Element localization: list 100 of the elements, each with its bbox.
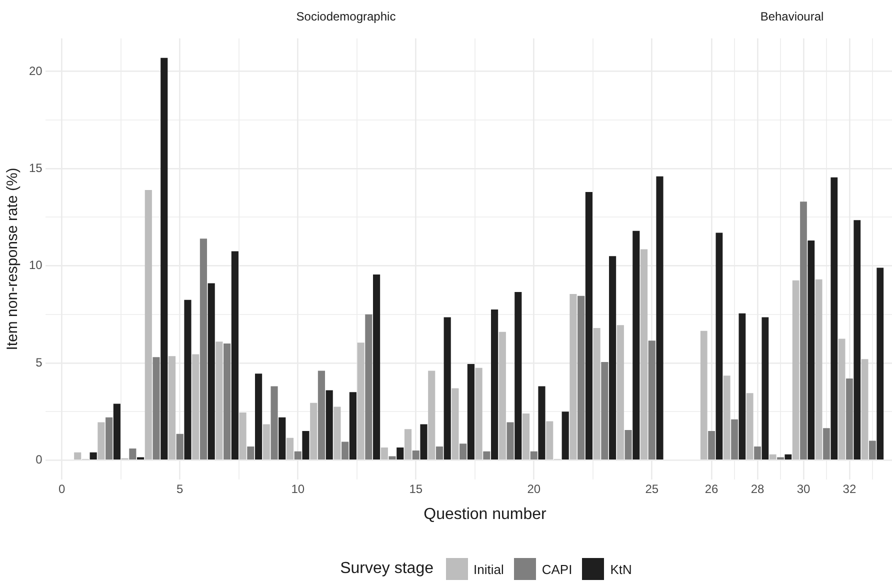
bar	[640, 249, 648, 460]
chart-title: Sociodemographic	[296, 10, 396, 24]
bar	[231, 251, 238, 460]
bar	[815, 279, 822, 460]
bar	[144, 190, 152, 460]
bar	[294, 451, 302, 460]
bar	[428, 370, 436, 460]
bar	[624, 430, 632, 460]
bar	[846, 378, 853, 460]
bar	[106, 417, 113, 460]
bar	[530, 451, 538, 460]
bar	[278, 417, 286, 460]
bar	[302, 431, 310, 460]
x-tick-label: 5	[176, 482, 184, 496]
bar	[168, 356, 176, 460]
bar	[380, 448, 388, 460]
x-tick-label: 0	[58, 482, 66, 496]
bar	[708, 431, 715, 460]
x-tick-label: 25	[645, 482, 659, 496]
bar	[656, 176, 664, 460]
y-tick-label: 0	[36, 452, 43, 466]
y-tick-label: 15	[28, 160, 43, 175]
bar	[318, 370, 326, 460]
bar	[522, 414, 530, 460]
bar	[388, 456, 396, 460]
bar	[90, 452, 97, 460]
bar	[570, 294, 577, 460]
bar	[861, 359, 868, 460]
bar	[239, 412, 246, 460]
bar	[700, 330, 708, 460]
bar	[475, 368, 482, 460]
x-tick-label: 28	[750, 482, 765, 496]
x-tick-label: 15	[409, 482, 423, 496]
bar	[578, 296, 585, 460]
bar	[349, 392, 356, 460]
x-tick-label: 26	[704, 482, 719, 496]
legend-label: CAPI	[542, 562, 572, 576]
bar	[420, 424, 428, 460]
bar	[632, 230, 640, 460]
bar	[723, 376, 730, 460]
bar	[762, 317, 769, 460]
bar	[514, 292, 522, 460]
bar	[404, 429, 412, 460]
bar	[792, 280, 800, 460]
bar	[184, 300, 192, 460]
bar	[769, 454, 776, 460]
bar	[800, 202, 807, 460]
bar	[869, 440, 876, 460]
bar	[593, 328, 600, 460]
legend-title: Survey stage	[340, 560, 434, 578]
bar	[716, 232, 723, 460]
bar	[160, 58, 168, 460]
bar	[208, 283, 215, 460]
bar	[334, 406, 341, 460]
legend-label: KtN	[610, 562, 632, 576]
bar	[467, 364, 474, 460]
bar	[192, 354, 200, 460]
bar	[784, 454, 792, 460]
bar	[746, 393, 754, 460]
bar	[412, 450, 420, 460]
y-tick-label: 5	[36, 355, 43, 370]
bar	[326, 390, 333, 460]
y-axis-title: Item non-response rate (%)	[4, 168, 22, 350]
bar	[224, 344, 231, 460]
bar	[838, 338, 846, 460]
bar	[310, 402, 318, 460]
bar	[601, 362, 608, 460]
bar	[436, 446, 444, 460]
x-tick-label: 32	[842, 482, 856, 496]
x-tick-label: 20	[527, 482, 541, 496]
bar	[823, 428, 830, 460]
bar	[357, 342, 364, 460]
bar	[808, 240, 815, 460]
bar	[152, 357, 160, 460]
chart-title: Behavioural	[760, 10, 824, 24]
bar	[444, 317, 451, 460]
bar	[546, 421, 554, 460]
bar	[648, 340, 656, 460]
bar	[754, 446, 761, 460]
bar	[270, 386, 278, 460]
x-axis-title: Question number	[422, 506, 548, 524]
bar	[538, 386, 546, 460]
bar	[365, 314, 372, 460]
bar	[506, 422, 514, 460]
bar	[616, 325, 624, 460]
bar	[262, 424, 270, 460]
x-tick-label: 30	[796, 482, 810, 496]
bar	[342, 442, 349, 460]
bar	[738, 313, 746, 460]
x-tick-label: 10	[291, 482, 305, 496]
bar	[98, 422, 105, 460]
bar	[585, 192, 592, 460]
bar	[731, 419, 738, 460]
bar	[113, 404, 120, 460]
bar	[286, 438, 294, 460]
bar	[460, 444, 467, 460]
bar	[562, 412, 569, 460]
bar	[200, 238, 208, 460]
bar	[483, 451, 490, 460]
bar	[876, 268, 884, 460]
